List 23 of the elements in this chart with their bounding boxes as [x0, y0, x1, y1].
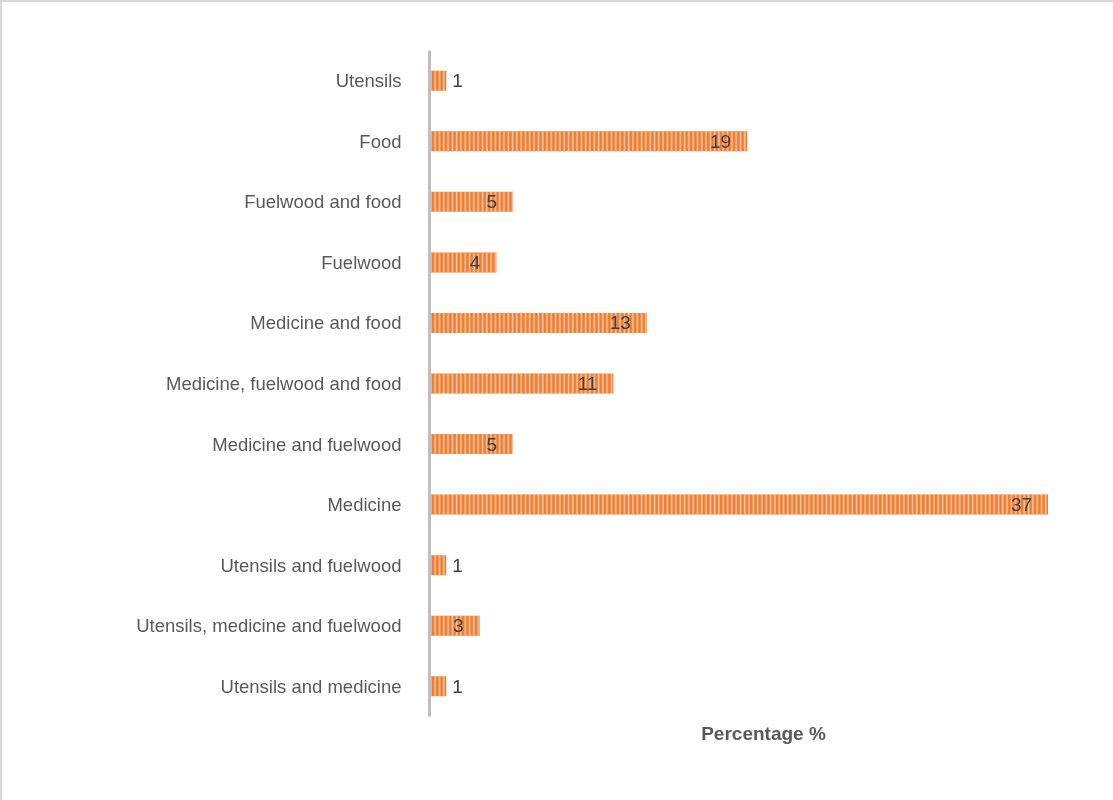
y-tick-label: Utensils — [335, 70, 402, 92]
data-label: 3 — [453, 615, 464, 637]
data-label: 5 — [486, 191, 498, 213]
data-label: 1 — [452, 675, 463, 697]
y-tick-label: Medicine and fuelwood — [212, 433, 402, 455]
data-label: 5 — [486, 433, 498, 455]
data-label: 13 — [609, 312, 631, 334]
y-tick-label: Utensils and medicine — [220, 675, 402, 697]
y-tick-label: Fuelwood and food — [244, 191, 402, 213]
y-tick-label: Medicine — [327, 494, 402, 516]
data-label: 11 — [577, 373, 598, 394]
y-tick-label: Medicine, fuelwood and food — [165, 373, 402, 394]
y-tick-label: Food — [359, 130, 402, 152]
data-label: 37 — [1010, 494, 1033, 516]
y-tick-label: Fuelwood — [321, 251, 402, 273]
x-axis-title: Percentage % — [701, 722, 826, 744]
data-label: 1 — [452, 554, 463, 576]
data-label: 19 — [709, 130, 732, 152]
y-tick-label: Utensils, medicine and fuelwood — [136, 615, 402, 637]
data-label: 1 — [452, 70, 463, 92]
y-tick-label: Medicine and food — [250, 312, 402, 334]
data-label: 4 — [469, 251, 481, 273]
y-tick-label: Utensils and fuelwood — [220, 554, 402, 576]
